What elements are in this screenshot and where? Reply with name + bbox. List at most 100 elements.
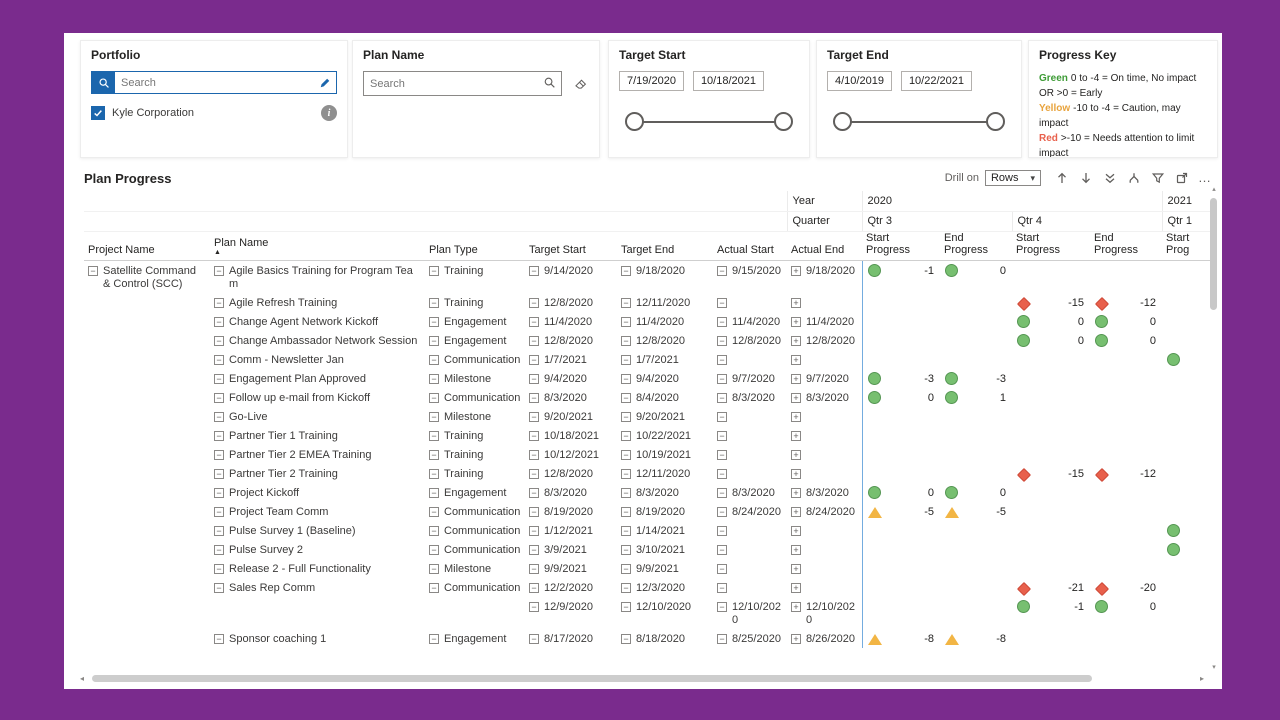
actual-end-cell[interactable]: +9/7/2020 xyxy=(787,369,862,388)
actual-end-cell[interactable]: + xyxy=(787,445,862,464)
collapse-icon[interactable]: − xyxy=(621,265,631,276)
target-start-cell[interactable]: −9/4/2020 xyxy=(525,369,617,388)
col-project-name[interactable]: Project Name xyxy=(84,231,210,261)
expand-icon[interactable]: + xyxy=(791,582,801,593)
expand-icon[interactable]: + xyxy=(791,411,801,422)
collapse-icon[interactable]: − xyxy=(717,354,727,365)
progress-cell[interactable] xyxy=(1162,350,1210,369)
collapse-icon[interactable]: − xyxy=(214,373,224,384)
type-cell[interactable]: − Milestone xyxy=(425,369,525,388)
target-start-cell[interactable]: −1/7/2021 xyxy=(525,350,617,369)
expand-icon[interactable]: + xyxy=(791,633,801,644)
expand-icon[interactable]: + xyxy=(791,468,801,479)
target-start-from[interactable]: 7/19/2020 xyxy=(619,71,684,91)
collapse-icon[interactable]: − xyxy=(621,373,631,384)
collapse-icon[interactable]: − xyxy=(717,506,727,517)
type-cell[interactable]: − Communication xyxy=(425,388,525,407)
collapse-icon[interactable]: − xyxy=(717,265,727,276)
pencil-icon[interactable] xyxy=(314,77,336,89)
actual-end-cell[interactable]: +9/18/2020 xyxy=(787,260,862,293)
progress-cell[interactable]: -8 xyxy=(861,628,940,648)
col-target-end[interactable]: Target End xyxy=(617,231,713,261)
progress-cell[interactable] xyxy=(1162,521,1210,540)
target-end-cell[interactable]: −12/11/2020 xyxy=(617,464,713,483)
actual-start-cell[interactable]: −9/15/2020 xyxy=(713,260,787,293)
target-end-cell[interactable]: −9/18/2020 xyxy=(617,260,713,293)
type-cell[interactable]: − Training xyxy=(425,445,525,464)
plan-cell[interactable]: − Partner Tier 1 Training xyxy=(210,426,425,445)
target-start-cell[interactable]: −12/8/2020 xyxy=(525,464,617,483)
collapse-icon[interactable]: − xyxy=(214,316,224,327)
collapse-icon[interactable]: − xyxy=(621,297,631,308)
progress-cell[interactable]: -1 xyxy=(1012,597,1090,629)
plan-cell[interactable]: − Project Kickoff xyxy=(210,483,425,502)
collapse-icon[interactable]: − xyxy=(621,582,631,593)
collapse-icon[interactable]: − xyxy=(429,265,439,276)
collapse-icon[interactable]: − xyxy=(717,487,727,498)
drill-up-icon[interactable] xyxy=(1054,171,1069,186)
collapse-icon[interactable]: − xyxy=(717,468,727,479)
collapse-icon[interactable]: − xyxy=(214,487,224,498)
actual-end-cell[interactable]: +12/10/2020 xyxy=(787,597,862,629)
progress-cell[interactable]: 0 xyxy=(1090,331,1162,350)
collapse-icon[interactable]: − xyxy=(429,373,439,384)
target-start-cell[interactable]: −8/3/2020 xyxy=(525,388,617,407)
collapse-icon[interactable]: − xyxy=(214,297,224,308)
info-icon[interactable]: i xyxy=(321,105,337,121)
actual-end-cell[interactable]: + xyxy=(787,540,862,559)
collapse-icon[interactable]: − xyxy=(214,265,224,276)
actual-start-cell[interactable]: − xyxy=(713,578,787,597)
collapse-icon[interactable]: − xyxy=(717,373,727,384)
scroll-down-icon[interactable]: ▾ xyxy=(1212,664,1216,671)
target-start-cell[interactable]: −10/18/2021 xyxy=(525,426,617,445)
col-actual-start[interactable]: Actual Start xyxy=(713,231,787,261)
progress-cell[interactable]: 0 xyxy=(1012,312,1090,331)
plan-cell[interactable]: − Comm - Newsletter Jan xyxy=(210,350,425,369)
col-start-progress-q3[interactable]: Start Progress xyxy=(862,231,940,261)
actual-start-cell[interactable]: − xyxy=(713,426,787,445)
actual-start-cell[interactable]: −8/25/2020 xyxy=(713,629,787,648)
progress-cell[interactable] xyxy=(1162,540,1210,559)
collapse-icon[interactable]: − xyxy=(621,449,631,460)
actual-end-cell[interactable]: +8/26/2020 xyxy=(787,629,862,648)
progress-cell[interactable]: -15 xyxy=(1012,293,1090,312)
collapse-icon[interactable]: − xyxy=(717,316,727,327)
target-end-cell[interactable]: −1/14/2021 xyxy=(617,521,713,540)
expand-icon[interactable]: + xyxy=(791,335,801,346)
slider-handle-min[interactable] xyxy=(833,112,852,131)
progress-cell[interactable]: 0 xyxy=(1090,597,1162,629)
actual-end-cell[interactable]: + xyxy=(787,464,862,483)
slider-handle-max[interactable] xyxy=(774,112,793,131)
type-cell[interactable]: − Communication xyxy=(425,540,525,559)
progress-cell[interactable]: -3 xyxy=(861,368,940,388)
progress-cell[interactable]: -3 xyxy=(940,369,1012,388)
collapse-icon[interactable]: − xyxy=(429,544,439,555)
type-cell[interactable]: − Communication xyxy=(425,521,525,540)
collapse-icon[interactable]: − xyxy=(529,449,539,460)
actual-end-cell[interactable]: +8/3/2020 xyxy=(787,388,862,407)
collapse-icon[interactable]: − xyxy=(717,601,727,612)
target-start-cell[interactable]: −11/4/2020 xyxy=(525,312,617,331)
more-options-icon[interactable]: … xyxy=(1198,170,1212,185)
plan-cell[interactable]: − Change Agent Network Kickoff xyxy=(210,312,425,331)
target-end-cell[interactable]: −8/3/2020 xyxy=(617,483,713,502)
collapse-icon[interactable]: − xyxy=(529,525,539,536)
col-start-progress-q4[interactable]: Start Progress xyxy=(1012,231,1090,261)
plan-cell[interactable]: − Sales Rep Comm xyxy=(210,578,425,597)
collapse-icon[interactable]: − xyxy=(429,430,439,441)
progress-cell[interactable]: -20 xyxy=(1090,578,1162,597)
col-end-progress-q4[interactable]: End Progress xyxy=(1090,231,1163,261)
type-cell[interactable]: − Communication xyxy=(425,502,525,521)
target-end-cell[interactable]: −10/22/2021 xyxy=(617,426,713,445)
collapse-icon[interactable]: − xyxy=(529,392,539,403)
actual-start-cell[interactable]: − xyxy=(713,540,787,559)
type-cell[interactable]: − Training xyxy=(425,464,525,483)
plan-cell[interactable]: − Release 2 - Full Functionality xyxy=(210,559,425,578)
expand-icon[interactable]: + xyxy=(791,525,801,536)
collapse-icon[interactable]: − xyxy=(429,563,439,574)
vertical-scroll-thumb[interactable] xyxy=(1210,198,1217,310)
collapse-icon[interactable]: − xyxy=(429,506,439,517)
expand-icon[interactable]: + xyxy=(791,449,801,460)
horizontal-scroll-thumb[interactable] xyxy=(92,675,1092,682)
progress-cell[interactable]: -5 xyxy=(940,502,1012,521)
